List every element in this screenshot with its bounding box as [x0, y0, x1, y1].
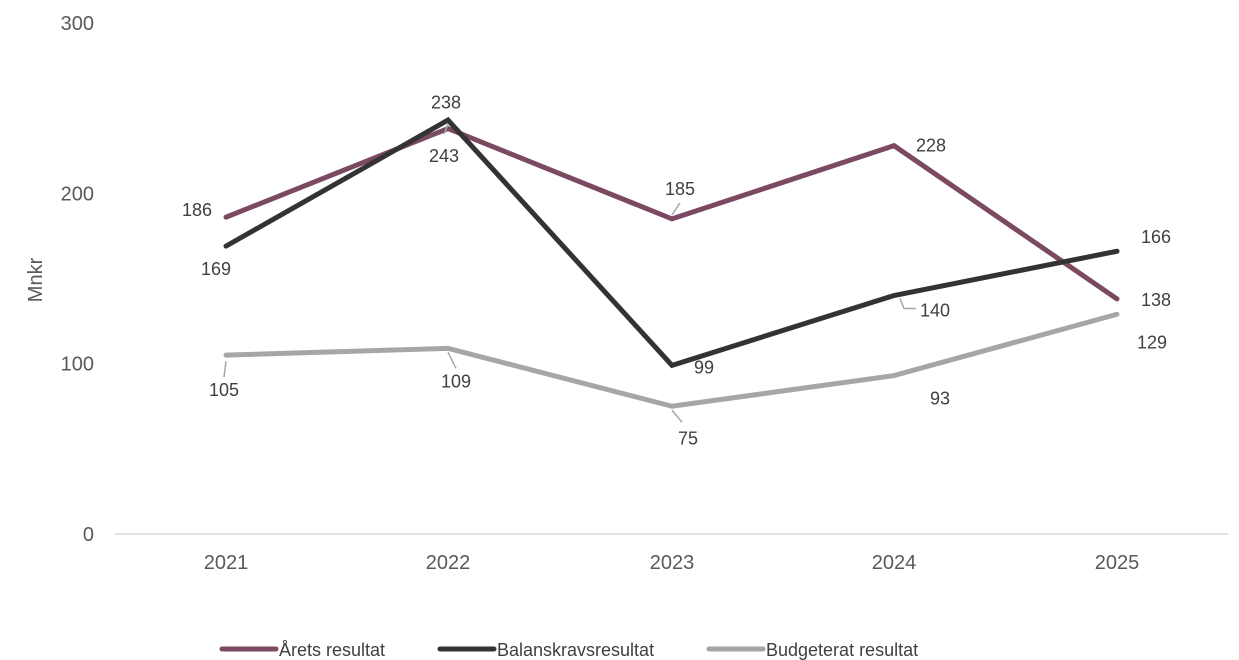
data-label: 238	[431, 93, 461, 113]
y-axis-ticks: 0 100 200 300	[61, 13, 94, 546]
x-tick-label: 2025	[1095, 552, 1140, 574]
leader-line	[443, 123, 449, 135]
legend-label: Balanskravsresultat	[497, 640, 654, 660]
data-label: 186	[182, 200, 212, 220]
legend-item: Balanskravsresultat	[437, 640, 654, 660]
data-label: 129	[1137, 332, 1167, 352]
legend: Årets resultat Balanskravsresultat Budgete…	[219, 640, 918, 660]
data-labels: 186 238 185 228 138 169 243 99 140 166 105 109 75 93 1…	[182, 93, 1171, 449]
y-tick-label: 300	[61, 13, 94, 35]
data-label: 140	[920, 301, 950, 321]
data-label: 228	[916, 136, 946, 156]
y-tick-label: 0	[83, 524, 94, 546]
leader-line	[671, 409, 683, 423]
x-axis-ticks: 2021 2022 2023 2024 2025	[204, 552, 1140, 574]
data-label: 75	[678, 428, 698, 448]
leader-line	[447, 352, 457, 369]
data-label: 138	[1141, 290, 1171, 310]
leader-line	[671, 202, 681, 216]
data-label: 243	[429, 146, 459, 166]
series-lines	[223, 116, 1120, 409]
x-tick-label: 2021	[204, 552, 249, 574]
data-label: 169	[201, 259, 231, 279]
series-line	[223, 125, 1120, 302]
leader-line	[899, 298, 916, 310]
legend-label: Budgeterat resultat	[766, 640, 918, 660]
legend-label: Årets resultat	[279, 640, 385, 660]
series-line	[223, 116, 1120, 369]
data-label: 99	[694, 357, 714, 377]
series-line	[223, 311, 1120, 409]
data-label: 109	[441, 371, 471, 391]
data-label: 185	[665, 179, 695, 199]
x-tick-label: 2022	[426, 552, 471, 574]
leader-lines	[223, 123, 916, 423]
data-label: 166	[1141, 227, 1171, 247]
data-label: 105	[209, 380, 239, 400]
legend-item: Årets resultat	[219, 640, 385, 660]
y-tick-label: 100	[61, 354, 94, 376]
legend-item: Budgeterat resultat	[706, 640, 918, 660]
leader-line	[223, 361, 227, 378]
y-tick-label: 200	[61, 183, 94, 205]
x-tick-label: 2023	[650, 552, 695, 574]
y-axis-title: Mnkr	[25, 257, 47, 302]
x-tick-label: 2024	[872, 552, 917, 574]
data-label: 93	[930, 389, 950, 409]
